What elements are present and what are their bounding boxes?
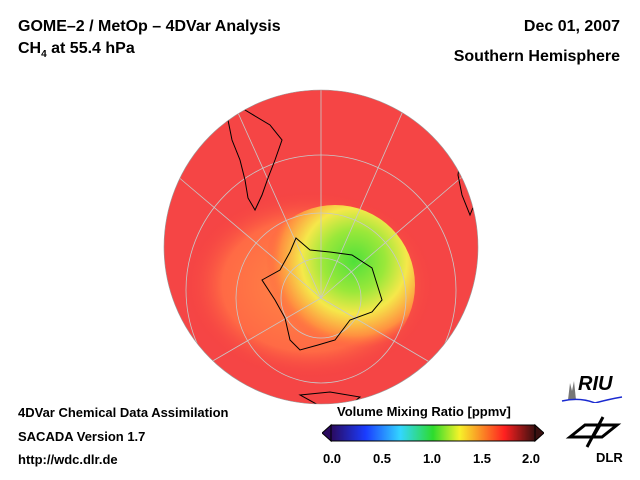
graticule	[169, 90, 471, 404]
map-title: GOME–2 / MetOp – 4DVar Analysis	[18, 18, 281, 35]
riu-logo-text: RIU	[578, 373, 613, 395]
footer-url[interactable]: http://wdc.dlr.de	[18, 452, 118, 467]
dlr-logo-icon	[565, 416, 622, 448]
colorbar-gradient	[330, 424, 536, 442]
hemisphere: Southern Hemisphere	[453, 48, 620, 65]
footer-line-2: SACADA Version 1.7	[18, 429, 146, 444]
colorbar	[322, 423, 544, 443]
colorbar-tick: 0.0	[322, 451, 342, 466]
colorbar-tick: 1.5	[472, 451, 492, 466]
dlr-logo-text: DLR	[596, 450, 623, 465]
species: CH	[18, 40, 42, 57]
pressure-level: at 55.4 hPa	[46, 40, 135, 57]
colorbar-tick: 2.0	[521, 451, 541, 466]
low-methane-region	[255, 205, 415, 365]
species-subscript: 4	[41, 49, 47, 61]
colorbar-title: Volume Mixing Ratio [ppmv]	[337, 404, 511, 419]
date: Dec 01, 2007	[523, 18, 620, 35]
colorbar-tick: 0.5	[372, 451, 392, 466]
colorbar-min-arrow	[322, 423, 332, 443]
species-label: CH4 at 55.4 hPa	[18, 40, 135, 60]
footer-line-1: 4DVar Chemical Data Assimilation	[18, 405, 229, 420]
colorbar-tick: 1.0	[422, 451, 442, 466]
colorbar-max-arrow	[534, 423, 544, 443]
riu-logo: RIU	[560, 373, 625, 403]
